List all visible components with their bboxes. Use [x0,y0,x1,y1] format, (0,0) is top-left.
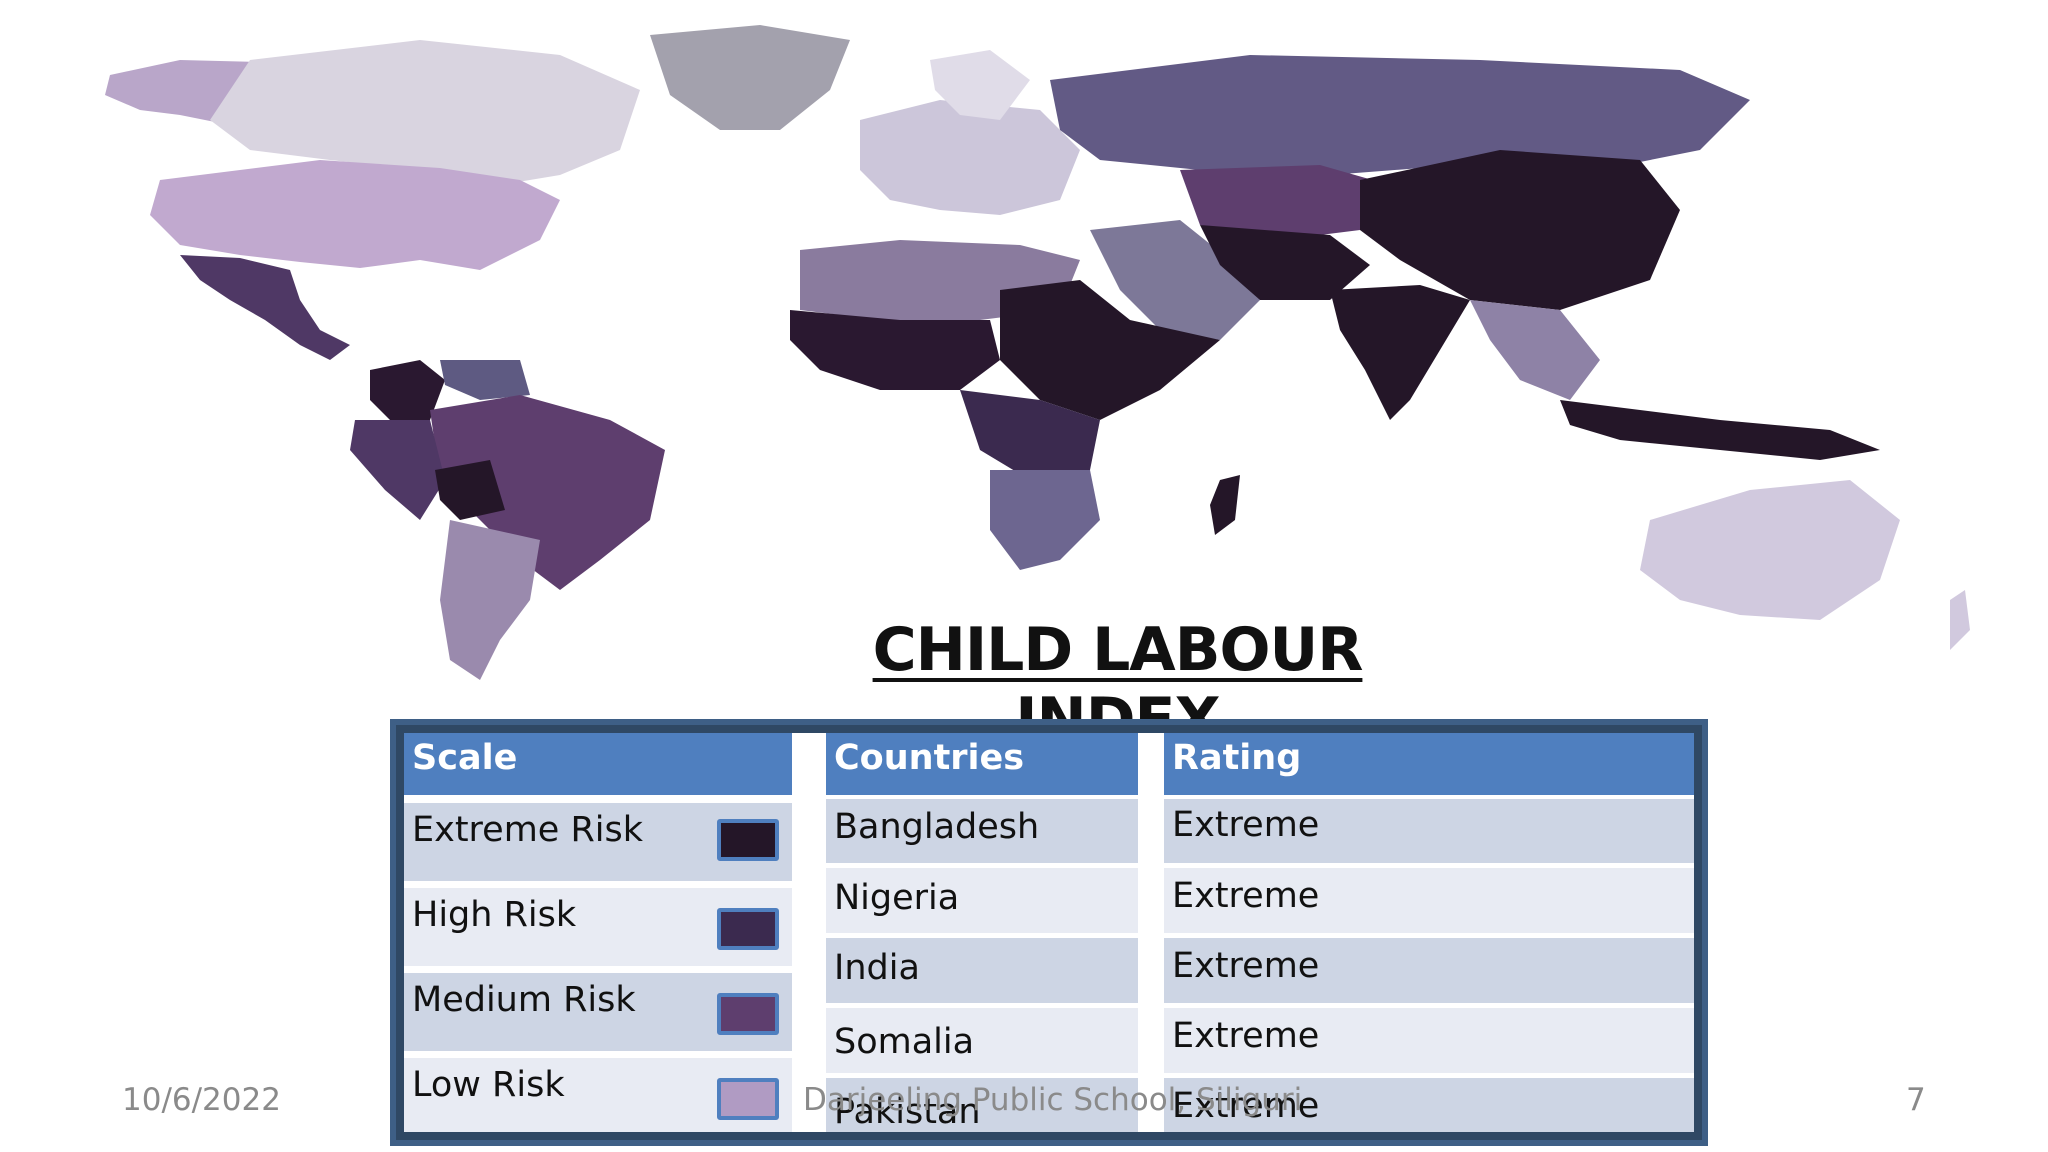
table-body: Scale Extreme Risk High Risk Medium Risk… [404,733,1694,1132]
map-region-new-zealand [1950,590,1970,650]
world-map [105,25,1970,680]
rating-cell: Extreme [1164,868,1694,933]
map-region-europe [860,100,1080,215]
map-region-madagascar [1210,475,1240,535]
scale-row: Low Risk [404,1058,792,1132]
map-region-china [1360,150,1680,310]
scale-label: Low Risk [412,1065,565,1105]
rating-cell: Extreme [1164,1078,1694,1132]
map-region-southeast-asia [1470,300,1600,400]
country-cell: Nigeria [826,868,1138,933]
map-region-usa [150,160,560,270]
map-region-brazil [430,395,665,590]
countries-column: Countries Bangladesh Nigeria India Somal… [826,733,1138,1132]
scale-label: High Risk [412,895,577,935]
rating-column: Rating Extreme Extreme Extreme Extreme E… [1164,733,1694,1132]
map-region-east-africa [1000,280,1220,420]
rating-header: Rating [1164,733,1694,795]
map-region-mexico [180,255,350,360]
child-labour-table: Scale Extreme Risk High Risk Medium Risk… [390,719,1708,1146]
footer-page-number: 7 [1906,1082,1926,1118]
scale-row: High Risk [404,888,792,966]
footer-date: 10/6/2022 [122,1082,281,1118]
medium-risk-swatch [717,993,779,1035]
rating-cell: Extreme [1164,1008,1694,1073]
country-cell: India [826,938,1138,1003]
map-region-peru [350,420,445,520]
country-cell: Bangladesh [826,799,1138,863]
scale-row: Extreme Risk [404,803,792,881]
footer-school: Darjeeling Public School, Siliguri [803,1082,1303,1118]
map-region-bolivia [435,460,505,520]
map-region-venezuela [440,360,530,400]
map-region-argentina [440,520,540,680]
rating-cell: Extreme [1164,799,1694,863]
country-cell: Somalia [826,1008,1138,1073]
scale-header: Scale [404,733,792,795]
countries-header: Countries [826,733,1138,795]
map-region-russia [1050,55,1750,175]
map-region-central-africa [960,390,1100,480]
map-region-colombia [370,360,445,425]
map-region-central-asia [1180,165,1390,240]
scale-label: Extreme Risk [412,810,644,850]
map-region-canada [210,40,640,185]
map-region-southern-africa [990,470,1100,570]
map-region-india [1330,285,1470,420]
map-region-australia [1640,480,1900,620]
map-region-west-africa [790,310,1000,390]
extreme-risk-swatch [717,819,779,861]
high-risk-swatch [717,908,779,950]
rating-cell: Extreme [1164,938,1694,1003]
map-region-iran-pakistan [1200,225,1370,300]
map-region-indonesia [1560,400,1880,460]
scale-label: Medium Risk [412,980,636,1020]
scale-column: Scale Extreme Risk High Risk Medium Risk… [404,733,792,1132]
country-cell: Pakistan [826,1078,1138,1132]
scale-row: Medium Risk [404,973,792,1051]
map-region-greenland [650,25,850,130]
low-risk-swatch [717,1078,779,1120]
map-region-scandinavia [930,50,1030,120]
